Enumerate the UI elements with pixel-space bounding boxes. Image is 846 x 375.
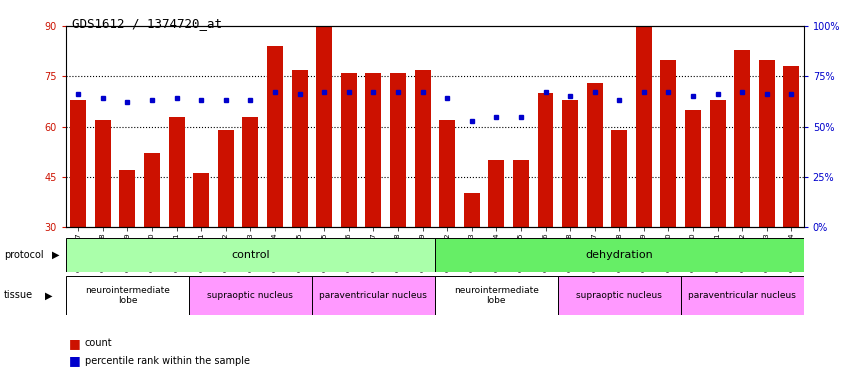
Bar	[513, 160, 529, 227]
Bar	[783, 66, 799, 227]
Bar	[435, 276, 558, 315]
Text: protocol: protocol	[4, 250, 44, 260]
Text: control: control	[231, 250, 270, 260]
Bar	[189, 276, 312, 315]
Bar	[685, 110, 701, 227]
Text: GDS1612 / 1374720_at: GDS1612 / 1374720_at	[72, 17, 222, 30]
Text: neurointermediate
lobe: neurointermediate lobe	[85, 286, 170, 305]
Bar	[316, 26, 332, 227]
Text: ■: ■	[69, 337, 81, 350]
Bar	[562, 100, 578, 227]
Text: supraoptic nucleus: supraoptic nucleus	[576, 291, 662, 300]
Bar	[390, 73, 406, 227]
Bar	[415, 70, 431, 227]
Bar	[70, 100, 86, 227]
Bar	[661, 60, 677, 227]
Bar	[193, 173, 209, 227]
Bar	[217, 130, 233, 227]
Bar	[710, 100, 726, 227]
Bar	[365, 73, 382, 227]
Text: paraventricular nucleus: paraventricular nucleus	[689, 291, 796, 300]
Text: count: count	[85, 338, 113, 348]
Bar	[95, 120, 111, 227]
Bar	[119, 170, 135, 227]
Bar	[759, 60, 775, 227]
Bar	[435, 238, 804, 272]
Text: tissue: tissue	[4, 290, 33, 300]
Text: dehydration: dehydration	[585, 250, 653, 260]
Text: percentile rank within the sample: percentile rank within the sample	[85, 356, 250, 366]
Bar	[66, 238, 435, 272]
Bar	[267, 46, 283, 227]
Bar	[341, 73, 357, 227]
Bar	[312, 276, 435, 315]
Bar	[681, 276, 804, 315]
Bar	[558, 276, 681, 315]
Bar	[636, 26, 652, 227]
Bar	[612, 130, 627, 227]
Text: ▶: ▶	[45, 290, 52, 300]
Bar	[168, 117, 184, 227]
Text: neurointermediate
lobe: neurointermediate lobe	[454, 286, 539, 305]
Bar	[537, 93, 553, 227]
Text: ▶: ▶	[52, 250, 60, 260]
Bar	[66, 276, 189, 315]
Bar	[144, 153, 160, 227]
Text: ■: ■	[69, 354, 81, 367]
Text: paraventricular nucleus: paraventricular nucleus	[320, 291, 427, 300]
Bar	[243, 117, 258, 227]
Bar	[586, 83, 602, 227]
Bar	[439, 120, 455, 227]
Text: supraoptic nucleus: supraoptic nucleus	[207, 291, 294, 300]
Bar	[464, 194, 480, 227]
Bar	[734, 50, 750, 227]
Bar	[292, 70, 308, 227]
Bar	[488, 160, 504, 227]
